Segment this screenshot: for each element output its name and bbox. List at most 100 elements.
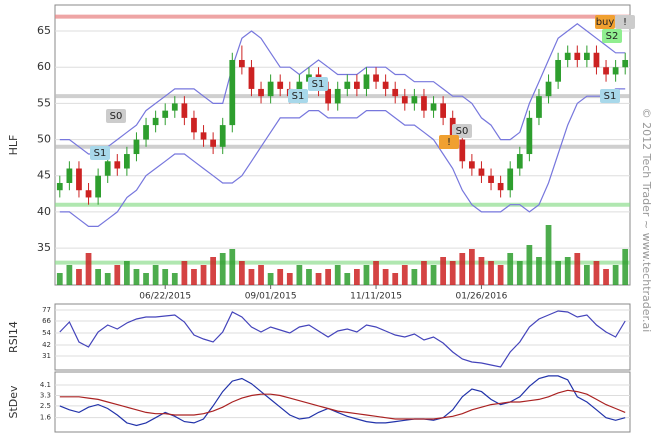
y-tick-label: 50	[37, 133, 51, 146]
volume-bar	[497, 265, 504, 285]
volume-bar	[478, 257, 485, 285]
volume-bar	[200, 265, 207, 285]
annotation: buy	[596, 17, 615, 28]
annotation-box	[90, 146, 110, 160]
y-tick-label: 65	[37, 24, 51, 37]
candle-body	[171, 103, 178, 111]
volume-bar	[440, 257, 446, 285]
y-tick-label: 2.5	[40, 402, 51, 410]
candle-body	[382, 81, 389, 89]
candle-body	[440, 103, 446, 118]
candle-body	[76, 168, 82, 191]
candle-body	[622, 59, 629, 68]
y-tick-label: 45	[37, 169, 51, 182]
candle-body	[545, 81, 552, 97]
candle-body	[143, 125, 149, 140]
y-tick-label: 31	[42, 352, 51, 360]
volume-bar	[191, 269, 197, 285]
candle-body	[200, 132, 207, 140]
volume-bar	[258, 265, 264, 285]
candle-body	[124, 154, 130, 169]
volume-bar	[152, 265, 159, 285]
candle-body	[191, 117, 197, 133]
annotation: S1	[292, 91, 305, 102]
annotation-box	[308, 77, 328, 91]
volume-bar	[171, 273, 178, 285]
candle-body	[229, 59, 236, 126]
candle-body	[277, 81, 284, 89]
candle-body	[239, 59, 245, 68]
candle-body	[574, 52, 581, 60]
candle-body	[334, 88, 341, 104]
annotation: !	[623, 17, 627, 28]
volume-bar	[564, 257, 571, 285]
volume-bar	[526, 245, 533, 285]
candle-body	[469, 161, 475, 169]
series-line	[59, 389, 626, 420]
volume-bar	[143, 273, 149, 285]
candle-body	[612, 67, 619, 75]
volume-bar	[507, 253, 514, 285]
candle-body	[373, 74, 379, 82]
candle-body	[219, 125, 226, 147]
series-line	[59, 23, 626, 155]
candle-body	[325, 88, 331, 104]
annotation: S1	[94, 148, 107, 159]
annotation-box	[452, 124, 472, 138]
volume-bar	[162, 269, 169, 285]
y-tick-label: 42	[42, 341, 51, 349]
volume-bar	[114, 265, 121, 285]
volume-bar	[315, 273, 322, 285]
y-tick-label: 77	[42, 306, 51, 314]
volume-bar	[219, 253, 226, 285]
volume-bar	[239, 261, 245, 285]
candle-body	[392, 88, 399, 97]
candle-body	[603, 67, 609, 75]
volume-bar	[124, 261, 130, 285]
candle-body	[430, 103, 437, 111]
candle-body	[363, 74, 370, 89]
volume-bar	[286, 273, 293, 285]
candle-body	[411, 96, 418, 104]
annotation: S1	[604, 91, 617, 102]
volume-bar	[411, 269, 418, 285]
volume-bar	[229, 249, 236, 285]
candle-body	[488, 175, 494, 183]
y-tick-label: 55	[37, 96, 51, 109]
candle-body	[526, 117, 533, 155]
x-tick-label: 01/26/2016	[456, 292, 508, 302]
volume-bar	[449, 261, 456, 285]
y-tick-label: 40	[37, 205, 51, 218]
series-line	[59, 88, 626, 227]
volume-bar	[536, 257, 542, 285]
volume-bar	[85, 253, 92, 285]
candle-body	[459, 139, 466, 162]
candle-body	[344, 81, 351, 89]
volume-bar	[488, 261, 494, 285]
candle-body	[85, 190, 92, 198]
panel-frame	[54, 371, 631, 433]
volume-bar	[76, 269, 82, 285]
candle-body	[555, 59, 561, 82]
volume-bar	[181, 261, 188, 285]
volume-bar	[267, 273, 274, 285]
volume-bar	[401, 265, 408, 285]
candle-body	[296, 81, 303, 97]
y-axis-label: StDev	[7, 385, 20, 419]
volume-bar	[612, 265, 619, 285]
y-tick-label: 60	[37, 60, 51, 73]
volume-bar	[545, 225, 552, 285]
y-tick-label: 66	[42, 317, 51, 325]
candle-body	[95, 175, 101, 198]
series-line	[59, 310, 626, 368]
y-tick-label: 3.3	[40, 391, 51, 399]
annotation-box	[602, 29, 622, 43]
candle-body	[401, 96, 408, 104]
annotation-box	[288, 89, 308, 103]
volume-bar	[334, 265, 341, 285]
volume-bar	[344, 273, 351, 285]
volume-bar	[95, 269, 101, 285]
volume-bar	[104, 273, 111, 285]
volume-bar	[603, 269, 609, 285]
volume-bar	[354, 269, 360, 285]
